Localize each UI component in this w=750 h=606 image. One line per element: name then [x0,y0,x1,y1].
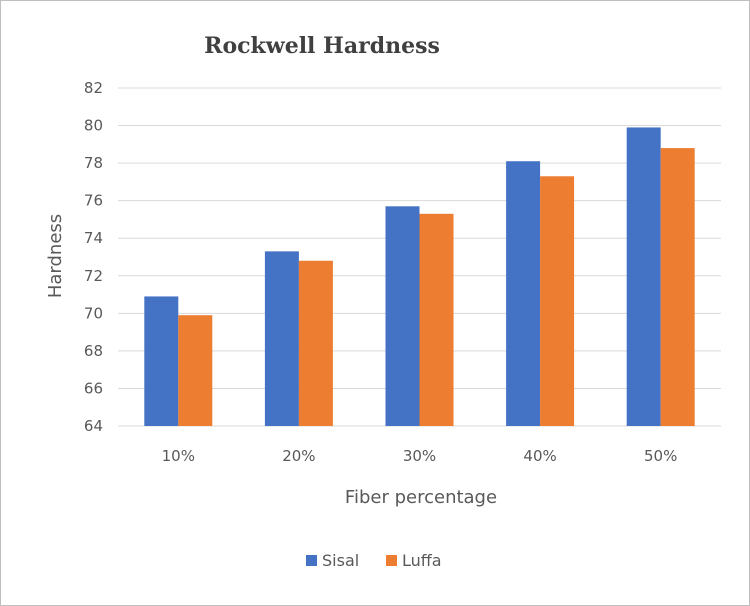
bar-sisal-40pct [506,161,541,426]
bar-sisal-10pct [144,296,179,426]
bar-sisal-30pct [385,206,420,426]
bar-luffa-20pct [298,260,333,426]
y-tick-label: 78 [84,154,103,172]
y-axis-title: Hardness [45,214,66,298]
x-tick-label: 20% [282,447,315,465]
legend-label-sisal: Sisal [322,551,359,570]
x-tick-label: 40% [523,447,556,465]
bar-luffa-40pct [540,176,575,426]
legend-label-luffa: Luffa [402,551,442,570]
legend: Sisal Luffa [306,551,442,570]
bar-luffa-10pct [178,315,213,426]
bar-sisal-20pct [264,251,299,426]
bar-sisal-50pct [626,127,661,426]
x-axis-ticks: 10% 20% 30% 40% 50% [162,447,678,465]
y-tick-label: 72 [84,267,103,285]
y-tick-label: 76 [84,192,103,210]
x-tick-label: 10% [162,447,195,465]
x-tick-label: 50% [644,447,677,465]
y-tick-label: 64 [84,417,103,435]
bar-luffa-50pct [660,148,695,427]
y-tick-label: 70 [84,304,103,322]
y-axis-ticks: 64 66 68 70 72 74 76 78 80 82 [84,79,103,435]
bar-luffa-30pct [419,213,454,426]
chart-title: Rockwell Hardness [204,33,440,59]
legend-swatch-sisal [306,555,317,566]
y-tick-label: 82 [84,79,103,97]
x-tick-label: 30% [403,447,436,465]
x-axis-title: Fiber percentage [345,487,497,508]
y-tick-label: 66 [84,379,103,397]
y-tick-label: 68 [84,342,103,360]
legend-swatch-luffa [386,555,397,566]
y-tick-label: 80 [84,117,103,135]
y-tick-label: 74 [84,229,103,247]
bars [144,127,695,427]
